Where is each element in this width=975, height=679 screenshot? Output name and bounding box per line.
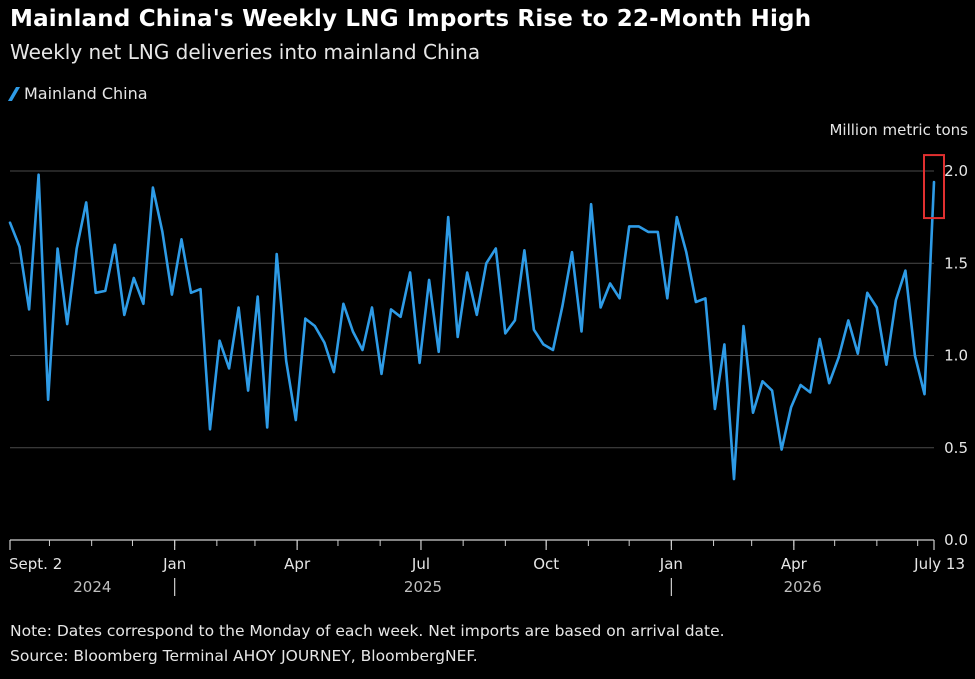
year-label: 2024 — [73, 578, 111, 596]
y-axis-unit-label: Million metric tons — [829, 121, 968, 139]
x-tick-label: Sept. 2 — [9, 555, 62, 573]
series-line-mainland-china — [8, 173, 936, 481]
y-tick-label: 1.0 — [944, 347, 968, 365]
latest-value-highlight-box — [923, 154, 945, 220]
year-label: 2025 — [404, 578, 442, 596]
legend: Mainland China — [7, 84, 148, 103]
x-tick-label: Oct — [533, 555, 559, 573]
source-note: Source: Bloomberg Terminal AHOY JOURNEY,… — [10, 647, 478, 665]
chart-title: Mainland China's Weekly LNG Imports Rise… — [10, 6, 812, 32]
year-label: 2026 — [784, 578, 822, 596]
footnote: Note: Dates correspond to the Monday of … — [10, 622, 725, 640]
y-tick-label: 2.0 — [944, 162, 968, 180]
x-tick-label: Jan — [162, 555, 186, 573]
x-tick-label: Apr — [781, 555, 808, 573]
y-tick-label: 0.5 — [944, 439, 968, 457]
x-tick-label: Jul — [411, 555, 430, 573]
legend-label: Mainland China — [24, 84, 148, 103]
x-tick-label: Jan — [659, 555, 683, 573]
chart-subtitle: Weekly net LNG deliveries into mainland … — [10, 40, 481, 64]
y-tick-label: 0.0 — [944, 531, 968, 549]
y-tick-label: 1.5 — [944, 254, 968, 272]
x-tick-label: July 13 — [913, 555, 965, 573]
x-tick-label: Apr — [284, 555, 311, 573]
